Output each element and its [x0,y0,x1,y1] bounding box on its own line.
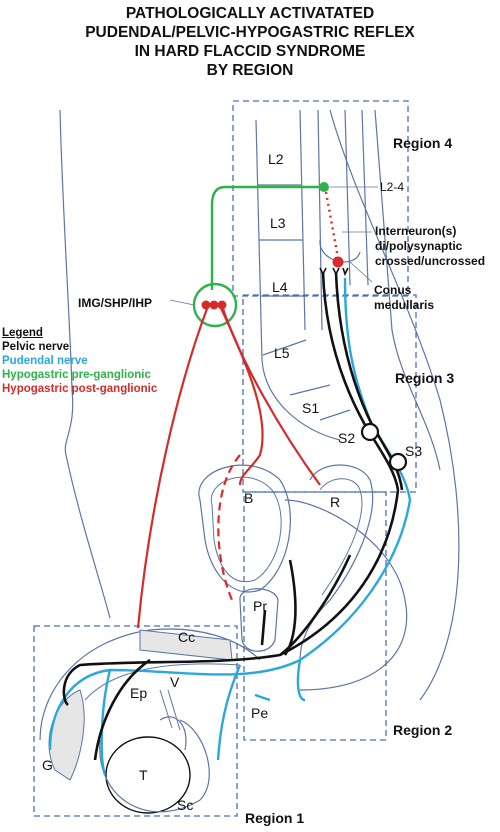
vertebra-l3: L3 [270,215,286,231]
spine-line [361,109,369,286]
testis-label: T [139,767,148,783]
vertebra-s3: S3 [405,443,423,459]
region-1-label: Region 1 [245,810,305,826]
region-boxes [33,100,417,817]
legend-pudendal: Pudendal nerve [2,355,88,367]
scrotum-outline [99,719,210,813]
spine-line [344,109,351,286]
vertebra-l5: L5 [274,345,290,361]
legend-heading: Legend [2,327,43,339]
region-4-label: Region 4 [393,135,453,151]
interneuron-line: Interneuron(s) [375,224,457,238]
legend-postganglionic: Hypogastric post-ganglionic [2,383,158,395]
prostate-label: Pr [253,598,267,614]
region-2-label: Region 2 [393,722,453,738]
title-line: PATHOLOGICALLY ACTIVATATED [125,5,375,22]
vas-label: V [170,674,180,690]
title-line: BY REGION [206,62,294,79]
l2-4-node [319,182,329,192]
conus-label: Conus medullaris [374,283,434,313]
epididymis-label: Ep [130,685,148,701]
conus-line: medullaris [374,298,435,312]
testis-outline [105,736,191,814]
leader-lines [169,186,378,306]
conus-line: Conus [374,283,412,297]
interneuron-label: Interneuron(s) di/polysynaptic crossed/u… [375,224,485,269]
spine-line [317,109,323,331]
body-outline-back [329,109,460,701]
title-line: PUDENDAL/PELVIC-HYPOGASTRIC REFLEX [85,24,415,41]
spine-line [299,109,306,331]
legend-preganglionic: Hypogastric pre-ganglionic [2,369,151,381]
l2-4-label: L2-4 [380,180,405,194]
vas-outline [159,689,181,731]
body-outline [59,109,111,619]
vertebra-l4: L4 [272,279,288,295]
vertebra-s1: S1 [302,400,320,416]
s3-ganglion [388,452,408,472]
rectum-outline [299,464,374,661]
glans-label: G [42,757,53,773]
bladder-inner [210,476,282,583]
bladder-label: B [244,490,254,506]
interneuron-line: crossed/uncrossed [375,254,486,268]
s2-ganglion [360,422,380,442]
spine-line [255,119,341,441]
vertebra-s2: S2 [338,430,356,446]
legend: Legend Pelvic nerve Pudendal nerve Hypog… [2,326,157,396]
interneuron-link [324,191,340,259]
pelvic-floor [284,499,408,691]
region-3-label: Region 3 [395,370,455,386]
scrotum-label: Sc [177,797,194,813]
spine-line [374,109,441,471]
rectum-inner [319,478,363,596]
interneuron-line: di/polysynaptic [375,239,463,253]
legend-pelvic: Pelvic nerve [2,341,70,353]
perineum-label: Pe [251,705,269,721]
conus-branches [319,267,349,277]
title-line: IN HARD FLACCID SYNDROME [134,43,366,60]
vertebra-l2: L2 [268,151,284,167]
penis-outline [39,628,261,741]
hypogastric-postganglionic [136,305,321,629]
corpus-label: Cc [178,629,196,645]
rectum-label: R [330,494,341,510]
img-shp-ihp-label: IMG/SHP/IHP [78,296,153,310]
diagram-title: PATHOLOGICALLY ACTIVATATED PUDENDAL/PELV… [0,4,500,80]
bladder-outline [198,464,291,593]
hypogastric-dashed [217,454,241,601]
prostate-outline [239,588,279,652]
interneuron-node [332,256,344,268]
img-ganglion-dots [201,300,227,310]
epididymis-outline [159,716,187,751]
